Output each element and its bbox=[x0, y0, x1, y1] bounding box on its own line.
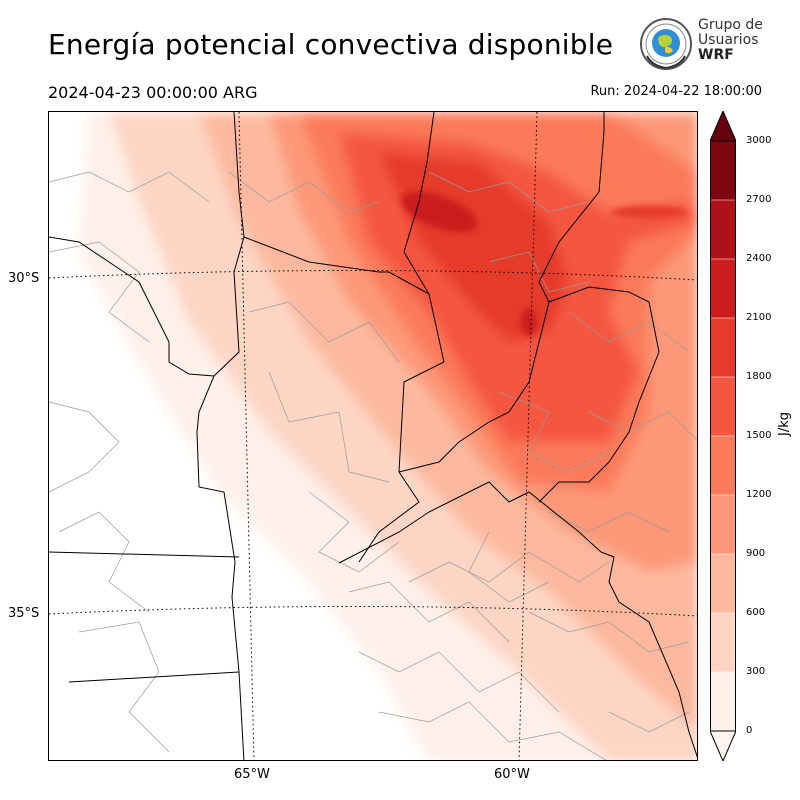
colorbar-extend-max bbox=[710, 111, 736, 142]
map-title: Energía potencial convectiva disponible bbox=[48, 28, 614, 61]
colorbar-segment bbox=[710, 495, 736, 554]
logo-line-1: Grupo de bbox=[698, 17, 763, 33]
colorbar-tick-label: 2400 bbox=[746, 253, 772, 264]
logo-line-3: WRF bbox=[698, 47, 734, 63]
colorbar-tick-label: 900 bbox=[746, 548, 766, 559]
colorbar-tick-label: 600 bbox=[746, 607, 766, 618]
cape-core-1 bbox=[401, 191, 477, 233]
province-boundaries bbox=[49, 112, 660, 760]
colorbar-segment bbox=[710, 377, 736, 436]
colorbar-tick-label: 2700 bbox=[746, 194, 772, 205]
wrf-logo: Grupo de Usuarios WRF bbox=[638, 16, 768, 72]
logo-text: Grupo de Usuarios WRF bbox=[698, 18, 763, 63]
cape-core-3 bbox=[521, 308, 537, 336]
colorbar-segment bbox=[710, 200, 736, 259]
cape-core-2 bbox=[611, 206, 687, 218]
colorbar bbox=[710, 111, 736, 761]
colorbar-segment bbox=[710, 259, 736, 318]
colorbar-extend-min bbox=[710, 730, 736, 761]
colorbar-tick-label: 300 bbox=[746, 666, 766, 677]
colorbar-segment bbox=[710, 672, 736, 731]
lon-label-65w: 65°W bbox=[234, 767, 270, 782]
colorbar-segment bbox=[710, 554, 736, 613]
lat-label-35s: 35°S bbox=[8, 606, 40, 621]
parallel-30s bbox=[49, 269, 697, 281]
colorbar-segment bbox=[710, 613, 736, 672]
run-time: Run: 2024-04-22 18:00:00 bbox=[590, 84, 762, 99]
colorbar-segment bbox=[710, 318, 736, 377]
colorbar-tick-label: 3000 bbox=[746, 135, 772, 146]
colorbar-segment bbox=[710, 141, 736, 200]
lon-label-60w: 60°W bbox=[494, 767, 530, 782]
parallel-35s bbox=[49, 605, 697, 617]
department-boundaries bbox=[49, 171, 697, 760]
lat-label-30s: 30°S bbox=[8, 271, 40, 286]
coastline bbox=[600, 551, 697, 758]
colorbar-segment bbox=[710, 436, 736, 495]
colorbar-tick-label: 0 bbox=[746, 725, 753, 736]
graticule bbox=[49, 112, 697, 760]
meridian-65w bbox=[238, 112, 255, 760]
meridian-60w bbox=[518, 112, 538, 760]
colorbar-tick-label: 1500 bbox=[746, 430, 772, 441]
cape-field bbox=[79, 112, 697, 760]
colorbar-tick-label: 1200 bbox=[746, 489, 772, 500]
valid-time: 2024-04-23 00:00:00 ARG bbox=[48, 83, 258, 102]
colorbar-unit: J/kg bbox=[777, 412, 792, 436]
colorbar-segments bbox=[710, 141, 736, 731]
colorbar-tick-label: 1800 bbox=[746, 371, 772, 382]
colorbar-tick-label: 2100 bbox=[746, 312, 772, 323]
map-canvas bbox=[49, 112, 697, 760]
cape-map[interactable] bbox=[48, 111, 698, 761]
globe-seal-icon bbox=[640, 18, 692, 70]
logo-line-2: Usuarios bbox=[698, 32, 759, 48]
